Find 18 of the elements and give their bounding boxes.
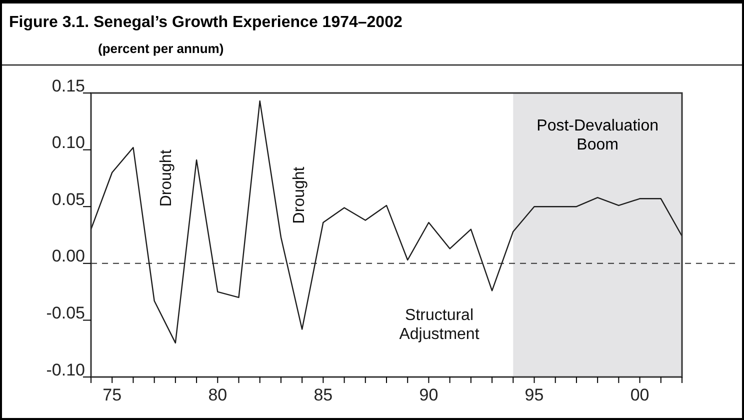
annotation: Drought xyxy=(290,166,308,224)
y-tick-label: -0.10 xyxy=(46,360,85,380)
x-tick-label: 95 xyxy=(524,385,544,404)
x-tick-label: 00 xyxy=(630,385,650,404)
y-tick-label: 0.15 xyxy=(52,76,85,96)
y-tick-label: 0.10 xyxy=(52,133,85,152)
annotation: Drought xyxy=(158,149,175,207)
y-tick-label: 0.00 xyxy=(52,246,85,266)
chart-subtitle: (percent per annum) xyxy=(98,41,224,56)
chart-title: Figure 3.1. Senegal’s Growth Experience 1974–2002 xyxy=(9,14,402,31)
x-tick-label: 80 xyxy=(208,385,228,404)
band-label: Post-Devaluation Boom xyxy=(536,117,658,154)
x-tick-label: 75 xyxy=(102,385,122,404)
y-tick-label: 0.05 xyxy=(52,190,85,209)
x-tick-label: 90 xyxy=(419,385,438,404)
y-tick-label: -0.05 xyxy=(46,304,85,322)
annotation: Structural Adjustment xyxy=(399,307,480,344)
x-tick-label: 85 xyxy=(314,385,333,404)
